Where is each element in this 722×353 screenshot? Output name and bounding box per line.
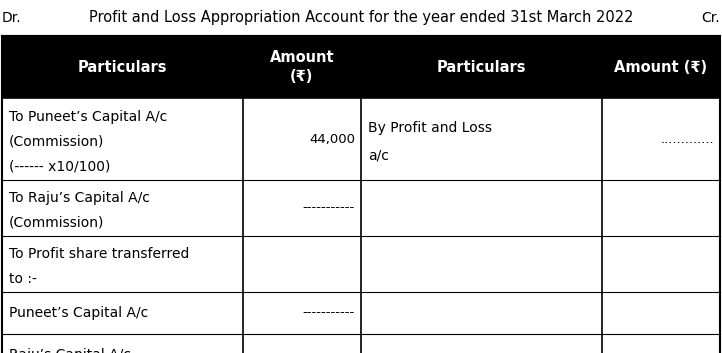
Text: 44,000: 44,000: [309, 132, 355, 145]
Text: Raju’s Capital A/c: Raju’s Capital A/c: [9, 348, 131, 353]
Text: a/c: a/c: [368, 149, 389, 163]
Text: To Profit share transferred: To Profit share transferred: [9, 247, 189, 261]
Text: Amount (₹): Amount (₹): [614, 60, 708, 74]
Text: (Commission): (Commission): [9, 216, 105, 229]
Text: .............: .............: [661, 132, 714, 145]
Text: to :-: to :-: [9, 271, 37, 286]
Text: By Profit and Loss: By Profit and Loss: [368, 121, 492, 135]
Bar: [2, 36, 720, 98]
Text: Particulars: Particulars: [437, 60, 526, 74]
Text: To Puneet’s Capital A/c: To Puneet’s Capital A/c: [9, 110, 168, 124]
Text: Amount
(₹): Amount (₹): [269, 50, 334, 84]
Text: -----------: -----------: [303, 306, 355, 319]
Text: Puneet’s Capital A/c: Puneet’s Capital A/c: [9, 306, 148, 320]
Text: To Raju’s Capital A/c: To Raju’s Capital A/c: [9, 191, 150, 205]
Text: Particulars: Particulars: [77, 60, 167, 74]
Text: ------------: ------------: [298, 348, 355, 353]
Text: Profit and Loss Appropriation Account for the year ended 31st March 2022: Profit and Loss Appropriation Account fo…: [89, 10, 633, 25]
Text: -----------: -----------: [303, 202, 355, 215]
Text: (Commission): (Commission): [9, 134, 105, 149]
Text: (------ x10/100): (------ x10/100): [9, 159, 110, 173]
Text: Cr.: Cr.: [701, 11, 720, 25]
Text: Dr.: Dr.: [2, 11, 22, 25]
